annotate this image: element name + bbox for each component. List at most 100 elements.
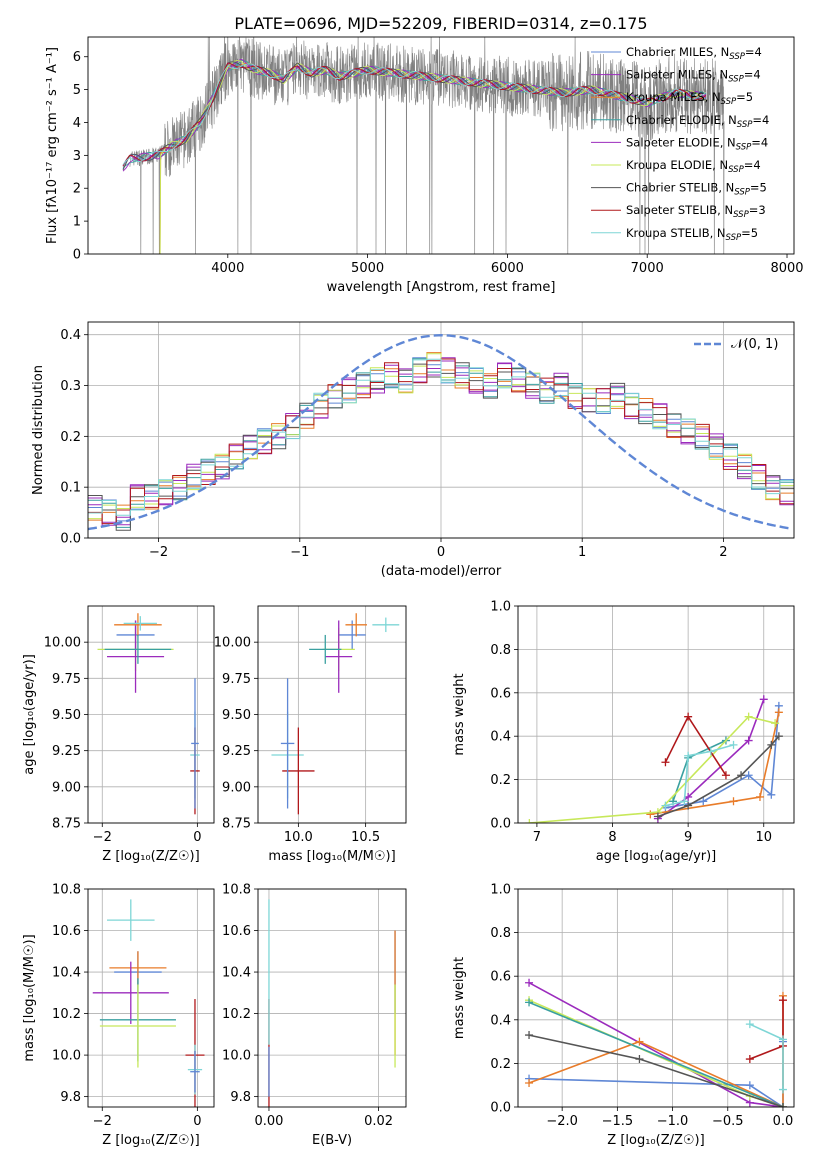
legend-label: Chabrier MILES, NSSP=4: [626, 45, 762, 62]
weight-point: [684, 751, 693, 760]
legend-label-main: Salpeter MILES, N: [626, 68, 728, 82]
weight-point: [684, 712, 693, 721]
legend-label-value: =4: [752, 113, 769, 127]
x-tick-label: −1: [290, 545, 309, 560]
x-tick-label: 7000: [631, 261, 664, 276]
weight-point: [774, 708, 783, 717]
legend-label-value: =4: [744, 68, 761, 82]
legend-label-main: Chabrier MILES, N: [626, 45, 729, 59]
x-axis-label: Z [log₁₀(Z/Z☉)]: [102, 1133, 199, 1148]
axes-frame: [257, 605, 407, 824]
legend-label-main: Kroupa ELODIE, N: [626, 158, 728, 172]
weight-point: [635, 1055, 644, 1064]
weight-point: [778, 1035, 787, 1044]
y-tick-label: 0.2: [490, 1057, 511, 1072]
y-tick-label: 1.0: [490, 883, 511, 898]
weight-line: [749, 1000, 784, 1060]
weight-point: [729, 740, 738, 749]
legend-label: Kroupa ELODIE, NSSP=4: [626, 158, 761, 175]
x-tick-label: 6000: [491, 261, 524, 276]
weight-point: [778, 996, 787, 1005]
y-tick-label: 9.00: [222, 780, 251, 795]
x-axis-label: Z [log₁₀(Z/Z☉)]: [102, 849, 199, 864]
y-tick-label: 9.75: [52, 672, 81, 687]
y-tick-label: 10.00: [214, 636, 251, 651]
y-axis-label: mass weight: [452, 673, 467, 755]
axes-frame: [87, 605, 215, 824]
panel-age_vs_mass: 10.0 10.5 8.75 9.00 9.25 9.50 9.75 10.00 mass [l…: [214, 605, 407, 864]
weight-point: [778, 1085, 787, 1094]
legend-label-value: =4: [745, 45, 762, 59]
legend-label-main: Chabrier ELODIE, N: [626, 113, 737, 127]
x-tick-label: −2: [149, 545, 168, 560]
x-tick-label: 5000: [351, 261, 384, 276]
y-tick-label: 3: [73, 149, 81, 164]
weight-line: [657, 699, 765, 820]
plot-area: [122, 37, 725, 254]
y-tick-label: 9.00: [52, 780, 81, 795]
y-tick-label: 10.0: [52, 1049, 81, 1064]
x-axis-label: age [log₁₀(age/yr)]: [596, 849, 717, 864]
x-tick-label: −1.0: [657, 1114, 689, 1129]
weight-point: [699, 797, 708, 806]
weight-point: [706, 747, 715, 756]
weight-point: [729, 797, 738, 806]
weight-point: [737, 771, 746, 780]
legend-label-value: =4: [744, 158, 761, 172]
legend-label-value: =3: [749, 203, 766, 217]
x-tick-label: 1: [578, 545, 586, 560]
axes-frame: [87, 36, 795, 255]
x-tick-label: 0.0: [773, 1114, 794, 1129]
weight-point: [653, 812, 662, 821]
legend-label: Salpeter MILES, NSSP=4: [626, 68, 761, 85]
plot-area: [97, 613, 200, 815]
legend: 𝒩(0, 1): [694, 337, 778, 352]
legend-label: Kroupa MILES, NSSP=5: [626, 90, 753, 107]
y-axis-label: Flux [fλ10⁻¹⁷ erg cm⁻² s⁻¹ A⁻¹]: [45, 47, 60, 244]
y-tick-label: 5: [73, 83, 81, 98]
legend-label-value: =5: [750, 181, 767, 195]
weight-point: [744, 712, 753, 721]
y-tick-label: 0.4: [490, 730, 511, 745]
weight-point: [635, 1037, 644, 1046]
y-tick-label: 0.1: [60, 481, 81, 496]
weight-point: [767, 740, 776, 749]
y-tick-label: 0.6: [490, 970, 511, 985]
weight-line: [529, 715, 776, 823]
y-tick-label: 0.2: [60, 430, 81, 445]
figure-title: PLATE=0696, MJD=52209, FIBERID=0314, z=0…: [234, 14, 647, 33]
legend-label: 𝒩(0, 1): [731, 337, 778, 352]
y-axis-label: mass [log₁₀(M/M☉)]: [22, 934, 37, 1061]
legend-label-value: =5: [736, 90, 753, 104]
x-tick-label: 0.02: [364, 1114, 393, 1129]
weight-point: [745, 1081, 754, 1090]
weight-point: [721, 771, 730, 780]
weight-point: [778, 1103, 787, 1107]
axes-frame: [517, 605, 795, 824]
model-spectrum-7: [122, 62, 707, 167]
weight-point: [759, 695, 768, 704]
y-tick-label: 9.8: [230, 1090, 251, 1105]
y-tick-label: 0.0: [60, 532, 81, 547]
y-tick-label: 0.0: [490, 1101, 511, 1116]
axes-frame: [517, 888, 795, 1108]
legend-label-sub: SSP: [736, 142, 752, 152]
x-tick-label: 10.0: [284, 830, 313, 845]
x-tick-label: −0.5: [712, 1114, 744, 1129]
y-tick-label: 9.50: [52, 708, 81, 723]
x-tick-label: 2: [719, 545, 727, 560]
legend-label-main: Chabrier STELIB, N: [626, 181, 734, 195]
x-axis-label: (data-model)/error: [381, 564, 502, 579]
panel-residuals: −2 −1 0 1 2 0.0 0.1 0.2 0.3 0.4 (data-model)/error…: [31, 321, 795, 579]
panel-weight_vs_Z: −2.0 −1.5 −1.0 −0.5 0.0 0.0 0.2 0.4 0.6 0.8 1.0 Z […: [452, 883, 795, 1148]
weight-line: [665, 705, 780, 809]
x-tick-label: −2: [93, 830, 112, 845]
y-tick-label: 0.3: [60, 379, 81, 394]
weight-point: [771, 719, 780, 728]
legend-label: Chabrier STELIB, NSSP=5: [626, 181, 767, 198]
legend-label-sub: SSP: [729, 52, 745, 62]
weight-point: [744, 771, 753, 780]
weight-line: [650, 712, 780, 816]
x-tick-label: 0: [193, 1114, 201, 1129]
